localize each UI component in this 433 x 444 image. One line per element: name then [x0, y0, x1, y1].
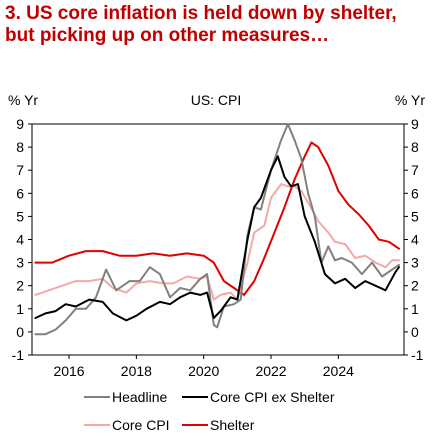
y-tick-label-left: 2: [16, 278, 24, 294]
x-tick-label: 2022: [255, 363, 286, 379]
y-tick-label-left: 8: [16, 139, 24, 155]
y-tick-label-left: 0: [16, 324, 24, 340]
y-axis-label-right: % Yr: [395, 92, 425, 108]
series-line-headline: [34, 123, 400, 336]
axes-layer: -1 -1 0 0 1 1 2 2 3 3 4 4 5 5 6 6 7 7 8 8 9 9 2016 2018 2020 2022…: [12, 116, 424, 379]
y-tick-label-right: 4: [411, 232, 419, 248]
y-tick-label-right: 8: [411, 139, 419, 155]
y-tick-label-left: 5: [16, 208, 24, 224]
y-axis-label-left: % Yr: [8, 92, 38, 108]
legend-label-shelter: Shelter: [210, 417, 255, 433]
y-tick-label-left: 4: [16, 232, 24, 248]
y-tick-label-left: 7: [16, 162, 24, 178]
legend-label-headline: Headline: [112, 389, 167, 405]
series-line-shelter: [34, 141, 400, 296]
legend-label-core-cpi-ex-shelter: Core CPI ex Shelter: [210, 389, 335, 405]
y-tick-label-right: 5: [411, 208, 419, 224]
chart-title: US: CPI: [191, 92, 242, 108]
legend-label-core-cpi: Core CPI: [112, 417, 170, 433]
x-tick-label: 2018: [121, 363, 152, 379]
y-tick-label-left: -1: [12, 347, 25, 363]
y-tick-label-right: 3: [411, 255, 419, 271]
y-tick-label-right: -1: [411, 347, 424, 363]
y-tick-label-left: 6: [16, 185, 24, 201]
y-tick-label-left: 9: [16, 116, 24, 132]
y-tick-label-right: 2: [411, 278, 419, 294]
y-tick-label-right: 7: [411, 162, 419, 178]
series-line-core-cpi-ex-shelter: [34, 155, 400, 322]
y-tick-label-left: 3: [16, 255, 24, 271]
series-line-core-cpi: [34, 183, 400, 301]
x-tick-label: 2024: [323, 363, 354, 379]
y-tick-label-right: 1: [411, 301, 419, 317]
legend: Headline Core CPI ex Shelter Core CPI Shelt…: [84, 389, 335, 433]
y-tick-label-right: 9: [411, 116, 419, 132]
y-tick-label-right: 6: [411, 185, 419, 201]
y-tick-label-left: 1: [16, 301, 24, 317]
page-title: 3. US core inflation is held down by she…: [5, 3, 397, 46]
series-layer: [34, 123, 400, 336]
x-tick-label: 2016: [53, 363, 84, 379]
y-tick-label-right: 0: [411, 324, 419, 340]
x-tick-label: 2020: [188, 363, 219, 379]
plot-frame: [31, 123, 405, 356]
